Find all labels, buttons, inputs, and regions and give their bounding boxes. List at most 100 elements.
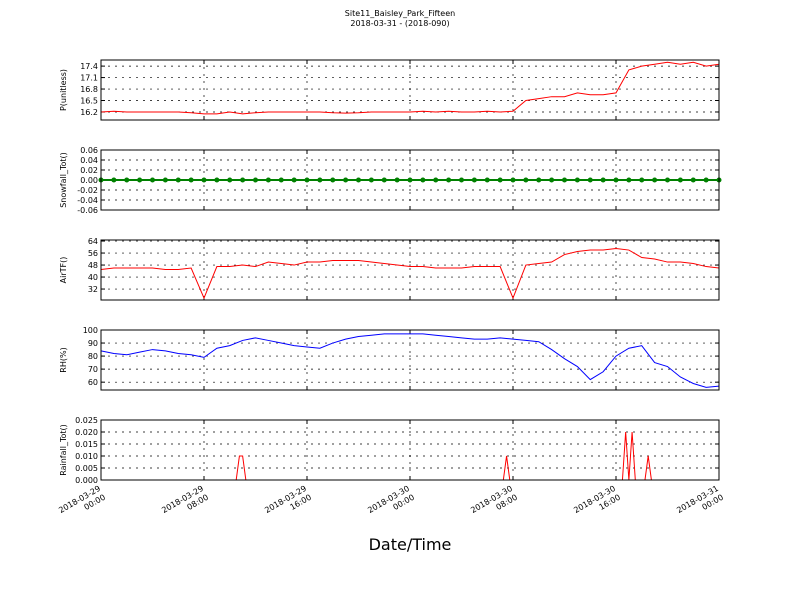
data-point [587, 177, 593, 183]
y-tick-label: 0.00 [80, 176, 98, 185]
data-point [394, 177, 400, 183]
y-tick-label: 90 [88, 339, 98, 348]
data-point [317, 177, 323, 183]
y-tick-label: 0.010 [75, 452, 98, 461]
y-tick-label: 17.4 [80, 62, 98, 71]
plot-frame [100, 59, 720, 121]
data-point [343, 177, 349, 183]
y-tick-label: -0.02 [77, 186, 98, 195]
y-tick-label: 0.015 [75, 440, 98, 449]
data-point [536, 177, 542, 183]
plot-frame [100, 239, 720, 301]
y-tick-label: 16.8 [80, 85, 98, 94]
y-tick-label: 80 [88, 352, 98, 361]
data-point [265, 177, 271, 183]
y-tick-label: -0.06 [77, 206, 98, 215]
data-point [677, 177, 683, 183]
x-tick-label: 2018-03-3000:00 [366, 484, 416, 524]
data-point [356, 177, 361, 183]
data-point [613, 177, 619, 183]
x-axis-label: Date/Time [369, 535, 452, 554]
data-point [240, 177, 246, 183]
x-tick-label: 2018-03-3100:00 [675, 484, 725, 524]
y-tick-label: 16.2 [80, 108, 98, 117]
data-point [703, 177, 709, 183]
x-tick-label: 2018-03-2916:00 [263, 484, 313, 524]
y-tick-label: 60 [88, 378, 98, 387]
data-point [253, 177, 258, 183]
y-tick-label: 0.020 [75, 428, 98, 437]
y-axis-label: RH(%) [59, 347, 68, 372]
data-point [523, 177, 529, 183]
data-point [162, 177, 168, 183]
y-axis-label: AirTF() [59, 257, 68, 284]
data-point [497, 177, 503, 183]
y-tick-label: 0.06 [80, 146, 98, 155]
x-tick-label: 2018-03-2900:00 [57, 484, 107, 524]
x-tick-label: 2018-03-3008:00 [469, 484, 519, 524]
data-point [175, 177, 181, 183]
y-tick-label: 64 [88, 237, 98, 246]
data-line [100, 61, 720, 115]
y-tick-label: 40 [88, 273, 98, 282]
y-tick-label: 0.02 [80, 166, 98, 175]
data-point [291, 177, 297, 183]
data-point [446, 177, 452, 183]
data-point [278, 177, 284, 183]
x-tick-label: 2018-03-3016:00 [572, 484, 622, 524]
y-tick-label: 56 [88, 249, 98, 258]
y-tick-label: 0.005 [75, 464, 98, 473]
plot-frame [100, 149, 720, 211]
data-point [600, 177, 606, 183]
y-axis-label: Rainfall_Tot() [59, 424, 68, 476]
y-axis-label: Snowfall_Tot() [59, 152, 68, 208]
y-tick-label: 0.04 [80, 156, 98, 165]
data-point [227, 177, 233, 183]
x-tick-label: 2018-03-2908:00 [160, 484, 210, 524]
data-point [484, 177, 490, 183]
data-point [639, 177, 645, 183]
data-point [420, 177, 426, 183]
data-point [150, 177, 155, 183]
data-point [652, 177, 658, 183]
data-point [124, 177, 130, 183]
data-point [368, 177, 374, 183]
data-point [214, 177, 220, 183]
data-line [100, 248, 720, 300]
data-point [665, 177, 670, 183]
data-point [549, 177, 555, 183]
plot-frame [100, 329, 720, 391]
data-point [562, 177, 567, 183]
data-point [690, 177, 696, 183]
data-point [626, 177, 632, 183]
chart-title: Site11_Baisley_Park_Fifteen [345, 9, 455, 18]
y-tick-label: 0.000 [75, 476, 98, 485]
data-point [574, 177, 580, 183]
chart-subtitle: 2018-03-31 - (2018-090) [350, 19, 449, 28]
data-point [459, 177, 464, 183]
y-tick-label: 70 [88, 365, 98, 374]
data-point [137, 177, 143, 183]
data-point [433, 177, 439, 183]
y-tick-label: 16.5 [80, 97, 98, 106]
data-point [381, 177, 387, 183]
y-tick-label: 100 [83, 326, 98, 335]
data-point [407, 177, 413, 183]
data-point [201, 177, 207, 183]
plot-frame [100, 419, 720, 481]
y-tick-label: 0.025 [75, 416, 98, 425]
data-point [330, 177, 336, 183]
data-point [471, 177, 477, 183]
y-axis-label: P(unitless) [59, 69, 68, 111]
y-tick-label: 48 [88, 261, 98, 270]
data-line [100, 333, 720, 388]
data-point [188, 177, 194, 183]
data-point [304, 177, 310, 183]
data-point [510, 177, 516, 183]
y-tick-label: 32 [88, 285, 98, 294]
data-point [111, 177, 117, 183]
y-tick-label: 17.1 [80, 74, 98, 83]
y-tick-label: -0.04 [77, 196, 98, 205]
